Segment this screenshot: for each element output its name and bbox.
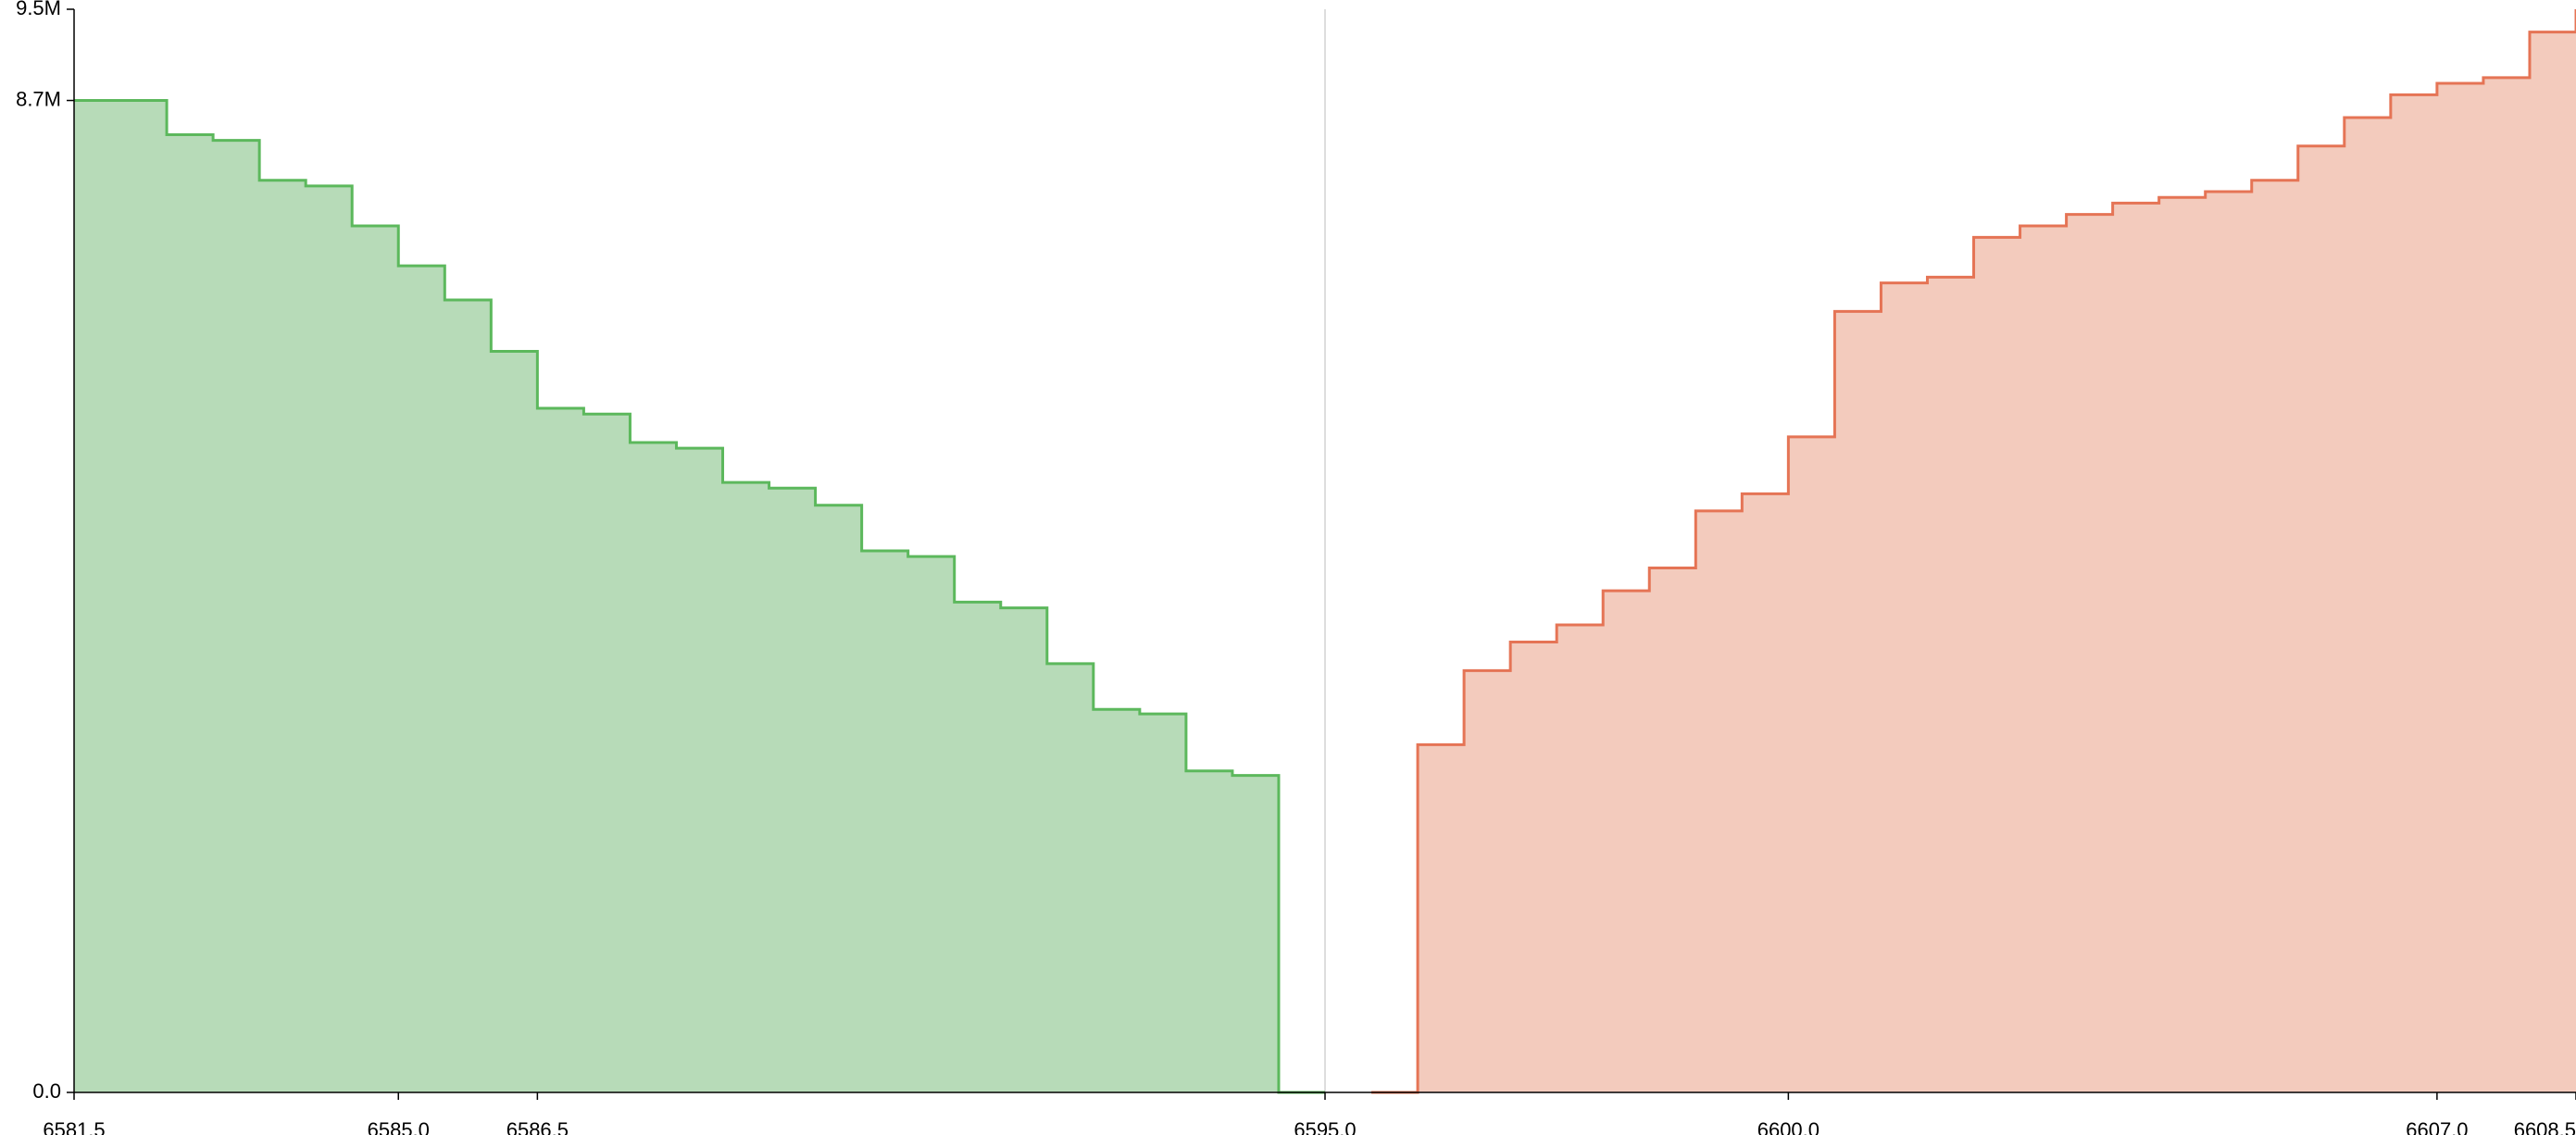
x-tick-label: 6608.5 [2514,1118,2576,1135]
y-tick-label: 8.7M [16,87,61,110]
x-tick-label: 6585.0 [368,1118,430,1135]
y-tick-label: 0.0 [32,1079,61,1103]
x-tick-label: 6595.0 [1294,1118,1356,1135]
x-tick-label: 6581.5 [43,1118,105,1135]
x-tick-label: 6607.0 [2406,1118,2468,1135]
x-tick-label: 6586.5 [506,1118,569,1135]
depth-chart: 0.0 8.7M 9.5M 6581.5 6585.0 6586.5 6595.0 6600.… [0,0,2576,1135]
x-tick-label: 6600.0 [1757,1118,1819,1135]
y-tick-label: 9.5M [16,0,61,19]
